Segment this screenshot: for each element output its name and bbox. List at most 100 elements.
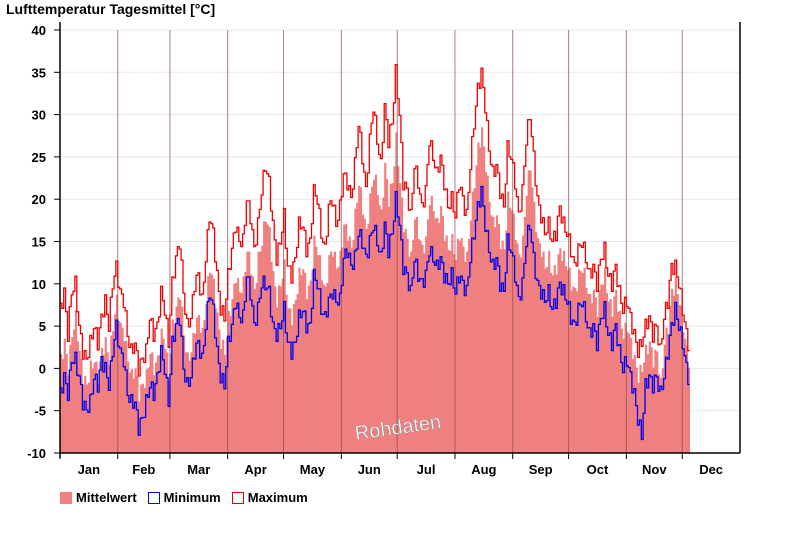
mean-bar bbox=[395, 132, 398, 453]
mean-bar bbox=[130, 369, 133, 453]
mean-bar bbox=[218, 329, 221, 453]
mean-bar bbox=[225, 337, 228, 453]
mean-bar bbox=[495, 215, 499, 453]
x-tick-label: May bbox=[300, 462, 326, 477]
mean-bar bbox=[209, 272, 212, 453]
mean-bar bbox=[484, 172, 487, 454]
mean-bar bbox=[304, 272, 307, 453]
legend: Mittelwert Minimum Maximum bbox=[60, 490, 319, 505]
mean-bar bbox=[432, 211, 435, 453]
mean-bar bbox=[564, 266, 568, 453]
mean-bar bbox=[158, 354, 161, 453]
mean-bar bbox=[376, 194, 379, 453]
mean-bar bbox=[421, 244, 424, 453]
y-tick-label: 0 bbox=[39, 361, 46, 376]
mean-bar bbox=[155, 362, 158, 453]
mean-bar bbox=[441, 216, 445, 453]
mean-bar bbox=[153, 375, 156, 453]
mean-bar bbox=[121, 327, 124, 453]
mean-bar bbox=[563, 250, 566, 453]
mean-bar bbox=[648, 341, 651, 453]
mean-bar bbox=[255, 282, 258, 453]
mean-bar bbox=[587, 293, 590, 453]
mean-bar bbox=[69, 344, 72, 453]
mean-bar bbox=[134, 368, 137, 453]
mean-bar bbox=[553, 265, 556, 453]
mean-bar bbox=[114, 314, 117, 453]
mean-bar bbox=[210, 274, 214, 453]
mean-bar bbox=[123, 341, 126, 453]
mean-bar bbox=[108, 365, 111, 453]
maximum-line bbox=[60, 64, 690, 377]
mean-bar bbox=[469, 220, 473, 453]
mean-bar bbox=[324, 286, 327, 453]
mean-bar bbox=[268, 227, 271, 453]
mean-bar bbox=[259, 251, 262, 453]
mean-bar bbox=[428, 205, 432, 453]
mean-bar bbox=[510, 210, 514, 453]
mean-bar bbox=[658, 374, 661, 453]
mean-bar bbox=[216, 312, 219, 453]
mean-bar bbox=[620, 328, 623, 453]
mean-bar bbox=[685, 345, 689, 453]
mean-bar bbox=[581, 272, 584, 453]
mean-bar bbox=[454, 260, 458, 453]
mean-bar bbox=[156, 355, 160, 453]
mean-bar bbox=[374, 174, 378, 453]
x-tick-label: Jun bbox=[358, 462, 381, 477]
mean-bar bbox=[82, 384, 85, 453]
mean-bar bbox=[456, 238, 459, 453]
mean-bar bbox=[492, 216, 495, 453]
mean-bar bbox=[482, 146, 486, 454]
mean-bar bbox=[596, 316, 599, 453]
mean-bar bbox=[443, 240, 446, 453]
mean-bar bbox=[65, 354, 68, 453]
mean-bar bbox=[544, 268, 547, 453]
mean-bar bbox=[399, 183, 402, 453]
legend-item-mittelwert[interactable]: Mittelwert bbox=[60, 490, 137, 505]
mean-bar bbox=[350, 248, 353, 453]
mean-bar bbox=[462, 246, 465, 453]
mean-bar bbox=[343, 224, 346, 453]
mean-bar bbox=[460, 238, 463, 453]
mean-bar bbox=[527, 170, 530, 453]
mean-bar bbox=[529, 170, 532, 453]
mean-bar bbox=[190, 352, 193, 453]
mean-bar bbox=[125, 340, 128, 453]
mean-bar bbox=[341, 247, 344, 453]
mean-bar bbox=[579, 271, 582, 453]
mean-bar bbox=[318, 255, 322, 453]
mean-bar bbox=[335, 268, 338, 453]
mean-bar bbox=[466, 251, 469, 453]
mean-bar bbox=[604, 267, 607, 453]
mean-bar bbox=[538, 243, 541, 453]
mean-bar bbox=[393, 166, 396, 453]
mean-bar bbox=[93, 362, 96, 453]
mean-bar bbox=[128, 372, 132, 453]
mean-bar bbox=[235, 282, 238, 453]
mean-bar bbox=[557, 254, 560, 453]
legend-item-maximum[interactable]: Maximum bbox=[231, 490, 308, 505]
mean-bar bbox=[354, 208, 357, 453]
x-tick-label: Jul bbox=[417, 462, 436, 477]
y-tick-label: 40 bbox=[32, 23, 46, 38]
mean-bar bbox=[641, 371, 644, 453]
mean-bar bbox=[313, 235, 316, 453]
mean-bar bbox=[449, 250, 452, 453]
mean-bar bbox=[60, 354, 63, 453]
mean-bar bbox=[490, 215, 493, 453]
mean-bar bbox=[404, 228, 407, 453]
mean-bar bbox=[386, 178, 389, 453]
mean-bar bbox=[408, 256, 411, 453]
mean-bar bbox=[415, 216, 418, 453]
mean-bar bbox=[445, 235, 448, 453]
mean-bar bbox=[605, 293, 609, 453]
mean-bar bbox=[104, 337, 107, 453]
mean-bar bbox=[192, 332, 195, 453]
mean-bar bbox=[659, 377, 663, 453]
mean-bar bbox=[535, 232, 538, 453]
mean-bar bbox=[330, 251, 333, 453]
legend-item-minimum[interactable]: Minimum bbox=[147, 490, 221, 505]
mean-bar bbox=[67, 375, 70, 453]
mean-bar bbox=[356, 202, 359, 453]
